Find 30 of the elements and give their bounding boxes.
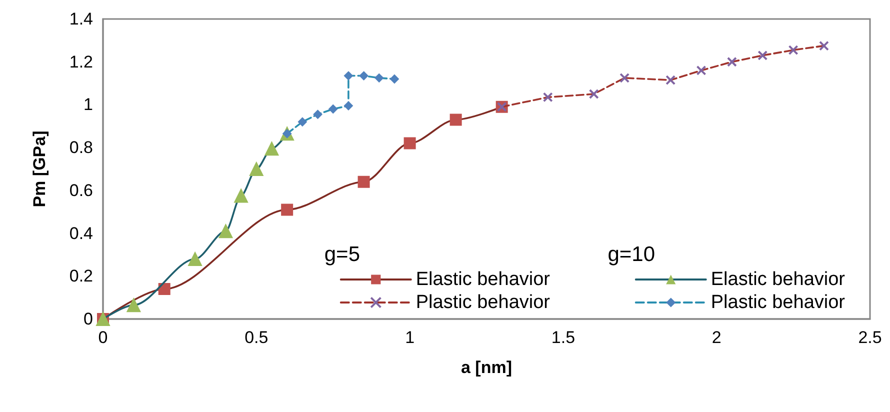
point (344, 71, 353, 80)
point (390, 74, 399, 84)
y-axis-title: Pm [GPa] (30, 130, 49, 208)
y-tick-label: 1 (84, 95, 93, 114)
point (374, 73, 384, 82)
x-axis-title: a [nm] (461, 358, 512, 377)
x-tick-label: 2 (712, 328, 722, 347)
y-tick-label: 1.4 (69, 10, 93, 28)
annotation: g=10 (608, 243, 656, 266)
point (298, 117, 307, 126)
x-tick-label: 1 (405, 328, 415, 347)
y-tick-label: 0.2 (69, 266, 93, 286)
legend-label: Elastic behavior (416, 269, 551, 290)
annotation: g=5 (324, 243, 360, 266)
legend-label: Plastic behavior (416, 292, 551, 313)
x-tick-label: 0 (98, 328, 108, 347)
legend-label: Plastic behavior (710, 292, 846, 313)
point (313, 110, 322, 119)
x-tick-label: 1.5 (551, 328, 576, 347)
point (344, 101, 353, 110)
legend-label: Elastic behavior (710, 269, 846, 290)
x-tick-label: 2.5 (858, 328, 882, 347)
point (359, 71, 368, 80)
y-tick-label: 0.4 (69, 224, 93, 243)
x-tick-label: 0.5 (244, 328, 268, 347)
y-tick-label: 0.6 (69, 180, 93, 200)
y-tick-label: 1.2 (69, 52, 93, 72)
y-tick-label: 0 (84, 310, 93, 328)
point (328, 104, 338, 114)
y-tick-label: 0.8 (69, 138, 93, 158)
